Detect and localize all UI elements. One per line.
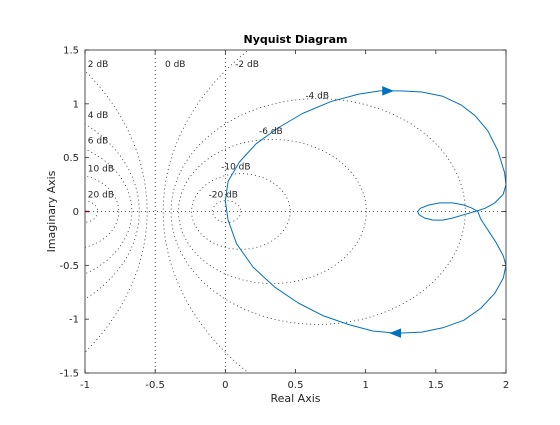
direction-arrow [382,86,395,96]
m-circle-6db [85,148,133,275]
direction-arrow [389,328,402,338]
y-tick-label: -1.5 [59,369,79,380]
m-circle-10db [85,175,120,248]
x-tick-label: 1.5 [428,380,444,391]
grid-label: -6 dB [259,127,283,137]
grid-label: -2 dB [235,60,259,70]
nyquist-curve [224,90,506,334]
grid-label: 10 dB [88,165,114,175]
grid-label: 0 dB [165,60,185,70]
grid-label: -20 dB [208,191,237,201]
y-tick-label: 1.5 [63,46,79,57]
grid-label: 4 dB [88,111,108,121]
x-tick-label: -0.5 [145,380,165,391]
y-tick-label: -0.5 [59,261,79,272]
y-axis-label: Imaginary Axis [45,170,58,252]
chart-title: Nyquist Diagram [244,33,348,46]
x-tick-label: -1 [80,380,90,391]
y-tick-label: -1 [69,315,79,326]
x-tick-label: 0.5 [288,380,304,391]
m-circle-4db [85,123,140,300]
grid-label: 20 dB [88,191,114,201]
m-circle-minus20db [212,200,242,223]
m-circle-2db [85,70,148,353]
x-tick-label: 1 [362,380,368,391]
grid-label: -10 dB [221,163,250,173]
series-layer [85,86,506,338]
y-tick-label: 0.5 [63,153,79,164]
m-circle-minus6db [178,139,367,284]
x-axis-label: Real Axis [270,392,320,405]
x-tick-label: 0 [222,380,228,391]
y-tick-label: 0 [73,207,79,218]
grid-label: -4 dB [305,91,329,101]
x-tick-label: 2 [503,380,509,391]
grid-labels: 2 dB 4 dB 6 dB 10 dB 20 dB 0 dB -2 dB -4 dB -6 d… [88,60,329,200]
grid-label: 2 dB [88,60,108,70]
grid-label: 6 dB [88,137,108,147]
plot-area [85,50,506,373]
y-tick-label: 1 [73,99,79,110]
axis-ticks: -1 -0.5 0 0.5 1 1.5 2-1.5-1-0.500.511.5 [59,46,509,392]
